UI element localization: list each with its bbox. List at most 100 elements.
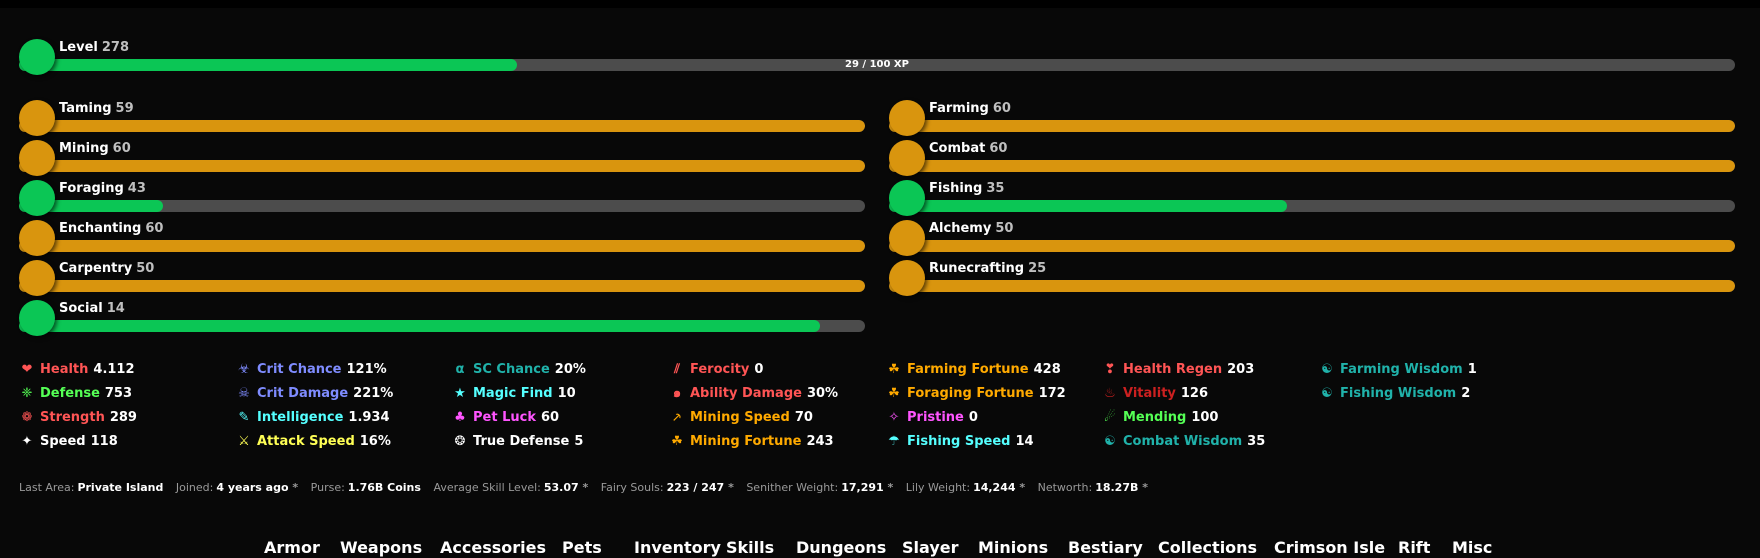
stat-pristine[interactable]: ✧ Pristine 0 [886, 409, 978, 427]
stat-label: Speed [40, 434, 86, 449]
stat-attack-speed[interactable]: ⚔ Attack Speed 16% [236, 433, 391, 451]
average-skill-value[interactable]: 53.07 * [543, 481, 589, 494]
networth-value[interactable]: 18.27B * [1095, 481, 1148, 494]
average-skill-label: Average Skill Level: [433, 481, 541, 494]
skill-level: 59 [115, 101, 134, 116]
senither-weight-label: Senither Weight: [746, 481, 839, 494]
stat-sc-chance[interactable]: α SC Chance 20% [452, 361, 586, 379]
fishing-speed-icon: ☂ [888, 434, 900, 449]
stat-health-regen[interactable]: ❣ Health Regen 203 [1102, 361, 1255, 379]
tab-crimson-isle[interactable]: Crimson Isle [1274, 538, 1386, 557]
skill-name: Runecrafting [929, 261, 1025, 276]
skill-track [19, 320, 865, 332]
skill-circle-icon [19, 180, 55, 216]
skill-track [889, 280, 1735, 292]
skill-circle-icon [19, 260, 55, 296]
defense-icon: ❈ [21, 386, 33, 401]
joined-value[interactable]: 4 years ago * [216, 481, 299, 494]
skill-label: Alchemy 50 [929, 221, 1013, 236]
stat-pet-luck[interactable]: ♣ Pet Luck 60 [452, 409, 559, 427]
tab-accessories[interactable]: Accessories [440, 538, 546, 557]
skill-level: 60 [112, 141, 131, 156]
stat-ferocity[interactable]: ⫽ Ferocity 0 [669, 361, 763, 379]
fishing-wisdom-icon: ☯ [1321, 386, 1333, 401]
stat-value: 0 [754, 362, 764, 377]
tab-dungeons[interactable]: Dungeons [796, 538, 887, 557]
skill-label: Taming 59 [59, 101, 134, 116]
stat-value: 60 [540, 410, 560, 425]
pet-luck-icon: ♣ [454, 410, 466, 425]
stat-value: 4.112 [93, 362, 135, 377]
stat-magic-find[interactable]: ★ Magic Find 10 [452, 385, 576, 403]
tab-inventory[interactable]: Inventory [634, 538, 721, 557]
stat-value: 70 [794, 410, 813, 425]
stat-value: 10 [557, 386, 576, 401]
stat-value: 221% [353, 386, 394, 401]
health-regen-icon: ❣ [1104, 362, 1116, 377]
stat-value: 1 [1467, 362, 1477, 377]
stat-label: Ferocity [690, 362, 750, 377]
skill-fill [889, 240, 1735, 252]
tab-bestiary[interactable]: Bestiary [1068, 538, 1143, 557]
stat-value: 100 [1191, 410, 1219, 425]
stat-crit-chance[interactable]: ☣ Crit Chance 121% [236, 361, 387, 379]
tab-pets[interactable]: Pets [562, 538, 602, 557]
tab-armor[interactable]: Armor [264, 538, 320, 557]
level-label: Level 278 [59, 40, 129, 55]
tab-minions[interactable]: Minions [978, 538, 1049, 557]
skill-track [19, 160, 865, 172]
stat-fishing-speed[interactable]: ☂ Fishing Speed 14 [886, 433, 1034, 451]
skill-label: Combat 60 [929, 141, 1007, 156]
stat-intelligence[interactable]: ✎ Intelligence 1.934 [236, 409, 390, 427]
skill-name: Fishing [929, 181, 983, 196]
stat-label: Farming Fortune [907, 362, 1029, 377]
stat-fishing-wisdom[interactable]: ☯ Fishing Wisdom 2 [1319, 385, 1470, 403]
stat-strength[interactable]: ❁ Strength 289 [19, 409, 137, 427]
stat-combat-wisdom[interactable]: ☯ Combat Wisdom 35 [1102, 433, 1265, 451]
level-title: Level [59, 40, 98, 55]
senither-weight-value[interactable]: 17,291 * [841, 481, 894, 494]
level-circle-icon [19, 39, 55, 75]
stat-farming-wisdom[interactable]: ☯ Farming Wisdom 1 [1319, 361, 1477, 379]
stat-crit-damage[interactable]: ☠ Crit Damage 221% [236, 385, 393, 403]
fairy-souls-label: Fairy Souls: [600, 481, 664, 494]
stat-mining-speed[interactable]: ⸕ Mining Speed 70 [669, 409, 813, 427]
skill-bar-combat: Combat 60 [889, 139, 1735, 179]
stat-defense[interactable]: ❈ Defense 753 [19, 385, 132, 403]
stat-farming-fortune[interactable]: ☘ Farming Fortune 428 [886, 361, 1061, 379]
skill-name: Farming [929, 101, 989, 116]
tab-misc[interactable]: Misc [1452, 538, 1493, 557]
tab-weapons[interactable]: Weapons [340, 538, 423, 557]
stat-ability-damage[interactable]: ๑ Ability Damage 30% [669, 385, 838, 403]
skill-fill [889, 200, 1287, 212]
stat-health[interactable]: ❤ Health 4.112 [19, 361, 135, 379]
stat-value: 172 [1038, 386, 1066, 401]
stat-foraging-fortune[interactable]: ☘ Foraging Fortune 172 [886, 385, 1066, 403]
stat-true-defense[interactable]: ❂ True Defense 5 [452, 433, 584, 451]
combat-wisdom-icon: ☯ [1104, 434, 1116, 449]
fairy-souls-value[interactable]: 223 / 247 * [666, 481, 734, 494]
lily-weight-value[interactable]: 14,244 * [973, 481, 1026, 494]
tab-collections[interactable]: Collections [1158, 538, 1258, 557]
stat-value: 16% [359, 434, 391, 449]
foraging-fortune-icon: ☘ [888, 386, 900, 401]
skill-fill [889, 280, 1735, 292]
tab-slayer[interactable]: Slayer [902, 538, 959, 557]
skill-level: 35 [986, 181, 1005, 196]
stat-label: Crit Damage [257, 386, 349, 401]
stat-value: 753 [104, 386, 133, 401]
stat-value: 14 [1015, 434, 1034, 449]
tab-skills[interactable]: Skills [726, 538, 775, 557]
skill-name: Social [59, 301, 103, 316]
stat-value: 20% [554, 362, 586, 377]
stat-speed[interactable]: ✦ Speed 118 [19, 433, 118, 451]
tab-rift[interactable]: Rift [1398, 538, 1431, 557]
stat-mending[interactable]: ☄ Mending 100 [1102, 409, 1218, 427]
skill-level: 60 [145, 221, 164, 236]
skill-level: 43 [127, 181, 146, 196]
skill-track [19, 240, 865, 252]
stat-mining-fortune[interactable]: ☘ Mining Fortune 243 [669, 433, 833, 451]
stat-label: True Defense [473, 434, 570, 449]
stat-vitality[interactable]: ♨ Vitality 126 [1102, 385, 1208, 403]
stat-value: 118 [90, 434, 118, 449]
